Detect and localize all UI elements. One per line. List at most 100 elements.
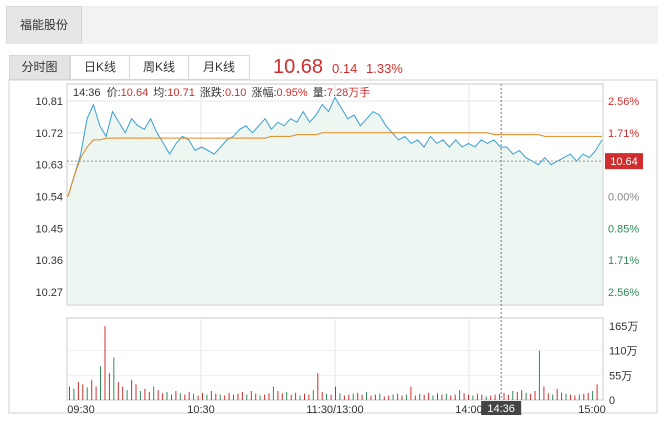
volume-bar — [410, 386, 412, 400]
volume-bar — [405, 394, 407, 400]
volume-tick: 165万 — [609, 321, 638, 333]
stock-name-tab[interactable]: 福能股份 — [6, 6, 82, 44]
volume-bar — [512, 391, 514, 400]
volume-bar — [521, 390, 523, 400]
volume-bar — [423, 394, 425, 400]
x-tick-label: 11:30/13:00 — [306, 404, 363, 416]
volume-bar — [494, 394, 496, 400]
volume-bar — [281, 393, 283, 400]
y-tick-left: 10.81 — [35, 96, 63, 108]
volume-bar — [69, 386, 70, 400]
volume-bar — [459, 390, 461, 400]
info-price-label: 价: — [107, 86, 121, 99]
volume-bar — [463, 393, 465, 400]
x-tick-label: 09:30 — [67, 404, 95, 416]
volume-bar — [361, 394, 363, 400]
volume-bar — [414, 395, 416, 400]
volume-bar — [317, 373, 319, 400]
volume-bar — [499, 393, 500, 400]
volume-bar — [122, 386, 124, 400]
volume-bar — [162, 393, 164, 400]
volume-tick: 0 — [609, 395, 615, 407]
volume-bar — [175, 391, 177, 400]
info-vol-label: 量: — [313, 86, 327, 99]
volume-bar — [188, 391, 190, 400]
volume-bar — [286, 391, 288, 400]
volume-bar — [428, 392, 430, 400]
volume-bar — [299, 395, 301, 400]
info-pct-label: 涨幅: — [251, 86, 276, 99]
volume-bar — [210, 391, 212, 400]
x-tick-label: 10:30 — [187, 404, 215, 416]
volume-bar — [596, 384, 598, 400]
volume-bar — [144, 388, 146, 400]
volume-bar — [503, 392, 505, 400]
volume-bar — [454, 394, 456, 400]
info-price: 10.64 — [121, 87, 149, 99]
volume-bar — [197, 395, 199, 400]
price-area — [68, 97, 602, 304]
volume-bar — [534, 391, 536, 400]
volume-bar — [86, 387, 88, 400]
volume-bar — [383, 396, 385, 400]
volume-bar — [193, 393, 195, 400]
volume-bar — [304, 393, 305, 400]
volume-bar — [219, 394, 221, 400]
volume-bar — [179, 393, 181, 400]
volume-bar — [374, 394, 376, 400]
volume-bar — [507, 394, 509, 400]
volume-bar — [538, 350, 540, 400]
price-area-layer — [68, 97, 602, 304]
volume-bar — [268, 393, 270, 400]
volume-bar — [206, 394, 208, 400]
y-tick-left: 10.36 — [35, 255, 63, 267]
price-change-percent: 1.33% — [366, 61, 403, 76]
volume-bar — [233, 394, 234, 400]
volume-bar — [264, 394, 266, 400]
y-tick-left: 10.54 — [35, 192, 63, 204]
volume-bar — [135, 384, 137, 400]
volume-bar — [445, 393, 447, 400]
volume-bar — [104, 326, 106, 400]
volume-bar — [250, 391, 252, 400]
cursor-time-tag-bg — [481, 401, 522, 415]
volume-bar — [131, 379, 133, 400]
average-line — [67, 132, 602, 197]
info-line: 14:36 价:10.64 均:10.71 涨跌:0.10 涨幅:0.95% 量… — [73, 85, 370, 99]
volume-bar — [202, 392, 203, 400]
volume-bar — [352, 393, 354, 400]
volume-bar — [516, 391, 518, 400]
volume-bar — [259, 395, 261, 400]
volume-bar — [525, 392, 527, 400]
volume-bar — [379, 393, 381, 400]
info-avg: 10.71 — [167, 87, 195, 99]
volume-bar — [272, 386, 274, 400]
y-tick-left: 10.27 — [35, 287, 63, 299]
volume-bar — [290, 394, 292, 400]
volume-bar — [91, 379, 93, 400]
volume-bar — [166, 391, 168, 400]
y-tick-right: 2.56% — [608, 96, 639, 108]
volume-bar — [388, 395, 390, 400]
y-tick-left: 10.63 — [35, 160, 63, 172]
volume-bar — [472, 395, 474, 400]
price-line — [67, 96, 603, 197]
volume-bar — [437, 393, 438, 400]
y-tick-right: 1.71% — [608, 255, 639, 267]
volume-bar — [321, 391, 323, 400]
volume-bar — [450, 395, 452, 400]
volume-bar — [95, 386, 97, 400]
volume-bar — [357, 392, 359, 400]
volume-bar — [148, 391, 150, 400]
volume-bar — [530, 393, 532, 400]
volume-bar — [419, 393, 421, 400]
volume-bar — [583, 393, 585, 400]
volume-bar — [335, 386, 336, 400]
volume-bar — [370, 395, 372, 400]
volume-bar — [241, 391, 243, 400]
volume-bar — [339, 393, 341, 400]
current-price-tag: 10.64 — [610, 156, 638, 168]
volume-bar — [543, 386, 545, 400]
chart-lines — [67, 84, 603, 400]
